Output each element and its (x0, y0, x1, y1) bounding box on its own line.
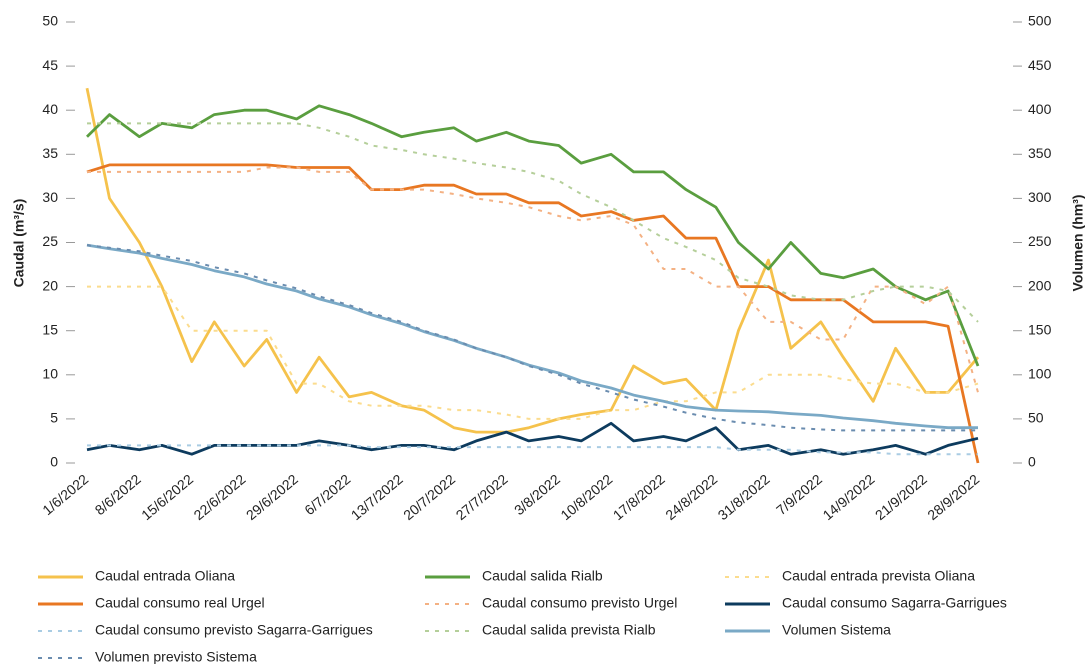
x-tick-label: 15/6/2022 (138, 471, 196, 523)
legend-label: Caudal consumo real Urgel (95, 595, 265, 611)
y2-tick-label: 250 (1028, 233, 1052, 249)
x-tick-label: 7/9/2022 (773, 471, 825, 518)
x-tick-label: 14/9/2022 (819, 471, 877, 523)
y2-tick-label: 100 (1028, 366, 1052, 382)
x-tick-label: 10/8/2022 (557, 471, 615, 523)
y-tick-label: 20 (42, 277, 58, 293)
x-tick-label: 31/8/2022 (715, 471, 773, 523)
y2-axis-label: Volumen (hm³) (1070, 195, 1085, 292)
series-line (87, 122, 979, 323)
y-tick-label: 10 (42, 366, 58, 382)
x-tick-label: 20/7/2022 (400, 471, 458, 523)
legend-label: Volumen previsto Sistema (95, 649, 257, 664)
y2-tick-label: 200 (1028, 277, 1052, 293)
x-tick-label: 3/8/2022 (511, 471, 563, 518)
y2-tick-label: 400 (1028, 101, 1052, 117)
y2-tick-label: 50 (1028, 410, 1044, 426)
y-axis-label: Caudal (m³/s) (11, 199, 27, 288)
y2-tick-label: 0 (1028, 454, 1036, 470)
legend-label: Caudal consumo previsto Sagarra-Garrigue… (95, 622, 373, 638)
series-line (86, 104, 980, 367)
series-line (86, 243, 978, 430)
legend-label: Caudal salida prevista Rialb (482, 622, 656, 638)
y2-tick-label: 350 (1028, 145, 1052, 161)
series-line (86, 421, 979, 456)
y-tick-label: 5 (50, 410, 58, 426)
y-tick-label: 0 (50, 454, 58, 470)
legend-label: Caudal entrada Oliana (95, 568, 235, 584)
y2-tick-label: 150 (1028, 321, 1052, 337)
legend-label: Caudal consumo previsto Urgel (482, 595, 677, 611)
y-tick-label: 45 (42, 57, 58, 73)
y-tick-label: 35 (42, 145, 58, 161)
x-tick-label: 17/8/2022 (610, 471, 668, 523)
series-line (87, 166, 979, 393)
legend-label: Caudal consumo Sagarra-Garrigues (782, 595, 1007, 611)
x-tick-label: 1/6/2022 (39, 471, 91, 518)
y-tick-label: 50 (42, 13, 58, 29)
y-tick-label: 40 (42, 101, 58, 117)
y2-tick-label: 300 (1028, 189, 1052, 205)
y2-tick-label: 450 (1028, 57, 1052, 73)
x-tick-label: 29/6/2022 (243, 471, 301, 523)
series-line (87, 285, 979, 420)
x-tick-label: 13/7/2022 (348, 471, 406, 523)
y2-tick-label: 500 (1028, 13, 1052, 29)
x-tick-label: 28/9/2022 (924, 471, 982, 523)
series-line (87, 444, 978, 456)
x-tick-label: 8/6/2022 (92, 471, 144, 518)
x-tick-label: 24/8/2022 (662, 471, 720, 523)
x-tick-label: 22/6/2022 (191, 471, 249, 523)
x-tick-label: 6/7/2022 (301, 471, 353, 518)
y-tick-label: 30 (42, 189, 58, 205)
legend-label: Volumen Sistema (782, 622, 891, 638)
series-line (86, 163, 980, 464)
series-line (85, 87, 980, 434)
y-tick-label: 25 (42, 233, 58, 249)
x-tick-label: 27/7/2022 (453, 471, 511, 523)
legend-label: Caudal entrada prevista Oliana (782, 568, 975, 584)
legend-label: Caudal salida Rialb (482, 568, 603, 584)
y-tick-label: 15 (42, 321, 58, 337)
x-tick-label: 21/9/2022 (872, 471, 930, 523)
